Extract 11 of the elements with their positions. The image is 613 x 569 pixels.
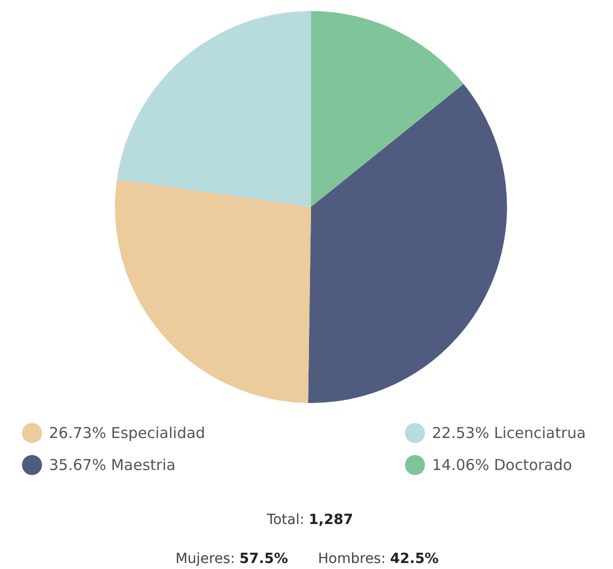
text: Total: 1,287	[266, 512, 354, 528]
pie-slice	[116, 11, 311, 207]
legend-label: 14.06% Doctorado	[432, 456, 572, 474]
legend-label: 22.53% Licenciatrua	[432, 424, 586, 442]
pie-slice	[115, 180, 311, 403]
text: Mujeres: 57.5%	[175, 551, 288, 567]
legend-label: 35.67% Maestria	[49, 456, 176, 474]
legend-label: 26.73% Especialidad	[49, 424, 206, 442]
pie-slice	[311, 11, 464, 207]
pie-slice	[308, 84, 507, 403]
text: Hombres: 42.5%	[318, 551, 439, 567]
